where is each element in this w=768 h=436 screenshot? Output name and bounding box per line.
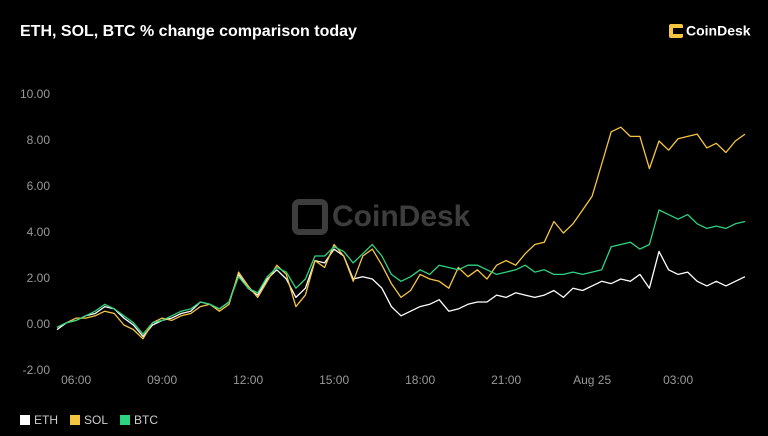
y-tick-label: 10.00 bbox=[20, 87, 50, 101]
logo: CoinDesk bbox=[669, 23, 751, 39]
x-tick-label: 15:00 bbox=[319, 373, 349, 387]
legend-swatch bbox=[20, 415, 30, 425]
watermark-icon bbox=[292, 199, 328, 235]
y-tick-label: 6.00 bbox=[27, 179, 51, 193]
x-tick-label: 03:00 bbox=[663, 373, 693, 387]
series-line bbox=[56, 126, 746, 340]
legend-swatch bbox=[70, 415, 80, 425]
y-tick-label: 4.00 bbox=[27, 225, 51, 239]
x-tick-label: 12:00 bbox=[233, 373, 263, 387]
legend-swatch bbox=[120, 415, 131, 425]
x-tick-label: 06:00 bbox=[61, 373, 91, 387]
x-tick-label: Aug 25 bbox=[573, 373, 611, 387]
x-tick-label: 18:00 bbox=[405, 373, 435, 387]
x-tick-label: 21:00 bbox=[491, 373, 521, 387]
legend-label: ETH bbox=[34, 413, 58, 427]
y-tick-label: 8.00 bbox=[27, 133, 51, 147]
x-tick-label: 09:00 bbox=[147, 373, 177, 387]
series-line bbox=[56, 209, 746, 335]
legend-label: SOL bbox=[84, 413, 108, 427]
chart-title: ETH, SOL, BTC % change comparison today bbox=[20, 23, 357, 40]
logo-text: CoinDesk bbox=[686, 23, 751, 39]
series-line bbox=[56, 248, 746, 338]
logo-icon-cut bbox=[673, 28, 683, 34]
watermark: CoinDesk bbox=[292, 199, 471, 235]
legend-label: BTC bbox=[134, 413, 158, 427]
y-tick-label: -2.00 bbox=[23, 363, 51, 377]
y-tick-label: 0.00 bbox=[27, 317, 51, 331]
watermark-text: CoinDesk bbox=[332, 200, 471, 233]
y-tick-label: 2.00 bbox=[27, 271, 51, 285]
